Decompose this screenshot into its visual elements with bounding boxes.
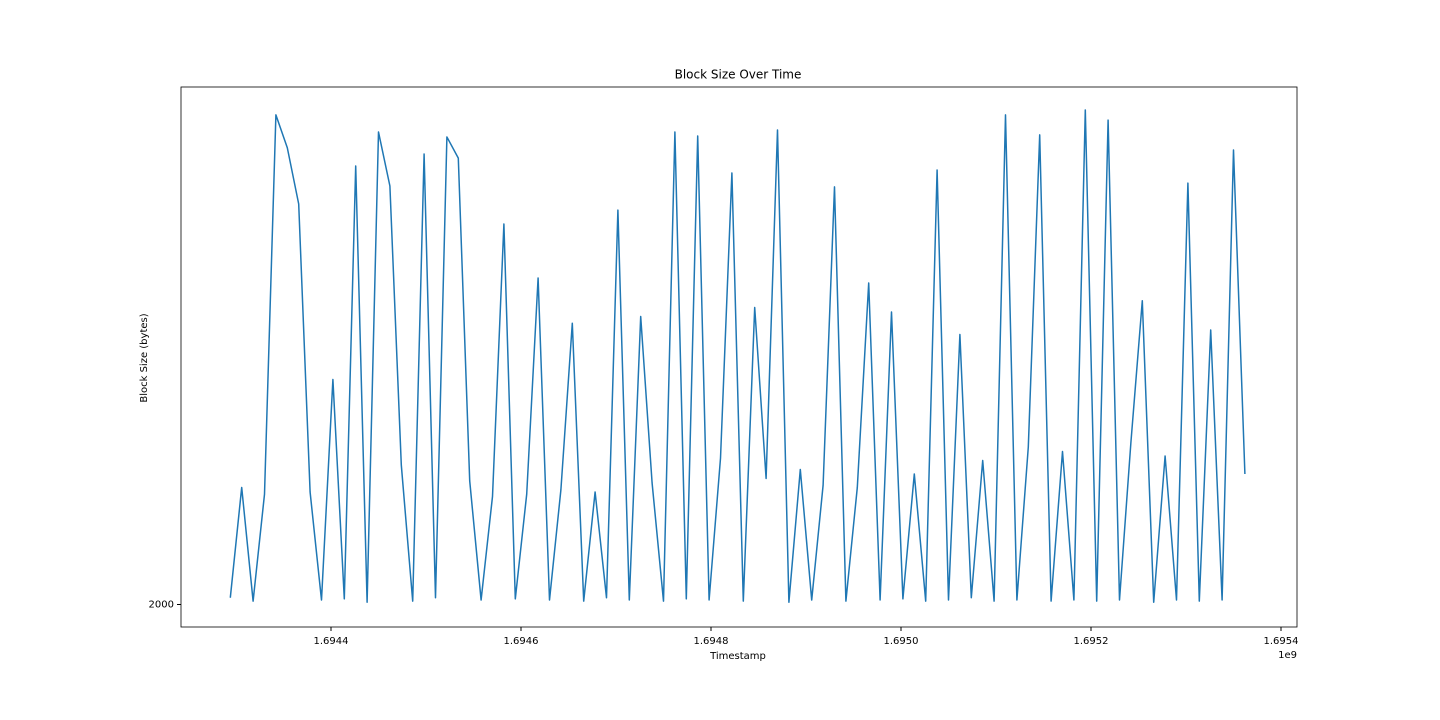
x-tick-label: 1.6950 [884, 636, 919, 647]
x-tick-label: 1.6948 [694, 636, 729, 647]
x-tick-label: 1.6954 [1264, 636, 1299, 647]
chart-title: Block Size Over Time [675, 68, 802, 82]
x-tick-label: 1.6944 [314, 636, 349, 647]
x-tick-label: 1.6946 [504, 636, 539, 647]
x-axis-label: Timestamp [709, 651, 766, 662]
y-axis-label: Block Size (bytes) [139, 313, 150, 402]
x-offset-label: 1e9 [1278, 650, 1297, 661]
y-tick-label: 2000 [149, 600, 174, 611]
data-line [229, 109, 1246, 603]
x-tick-label: 1.6952 [1074, 636, 1109, 647]
plot-frame [180, 86, 1298, 628]
